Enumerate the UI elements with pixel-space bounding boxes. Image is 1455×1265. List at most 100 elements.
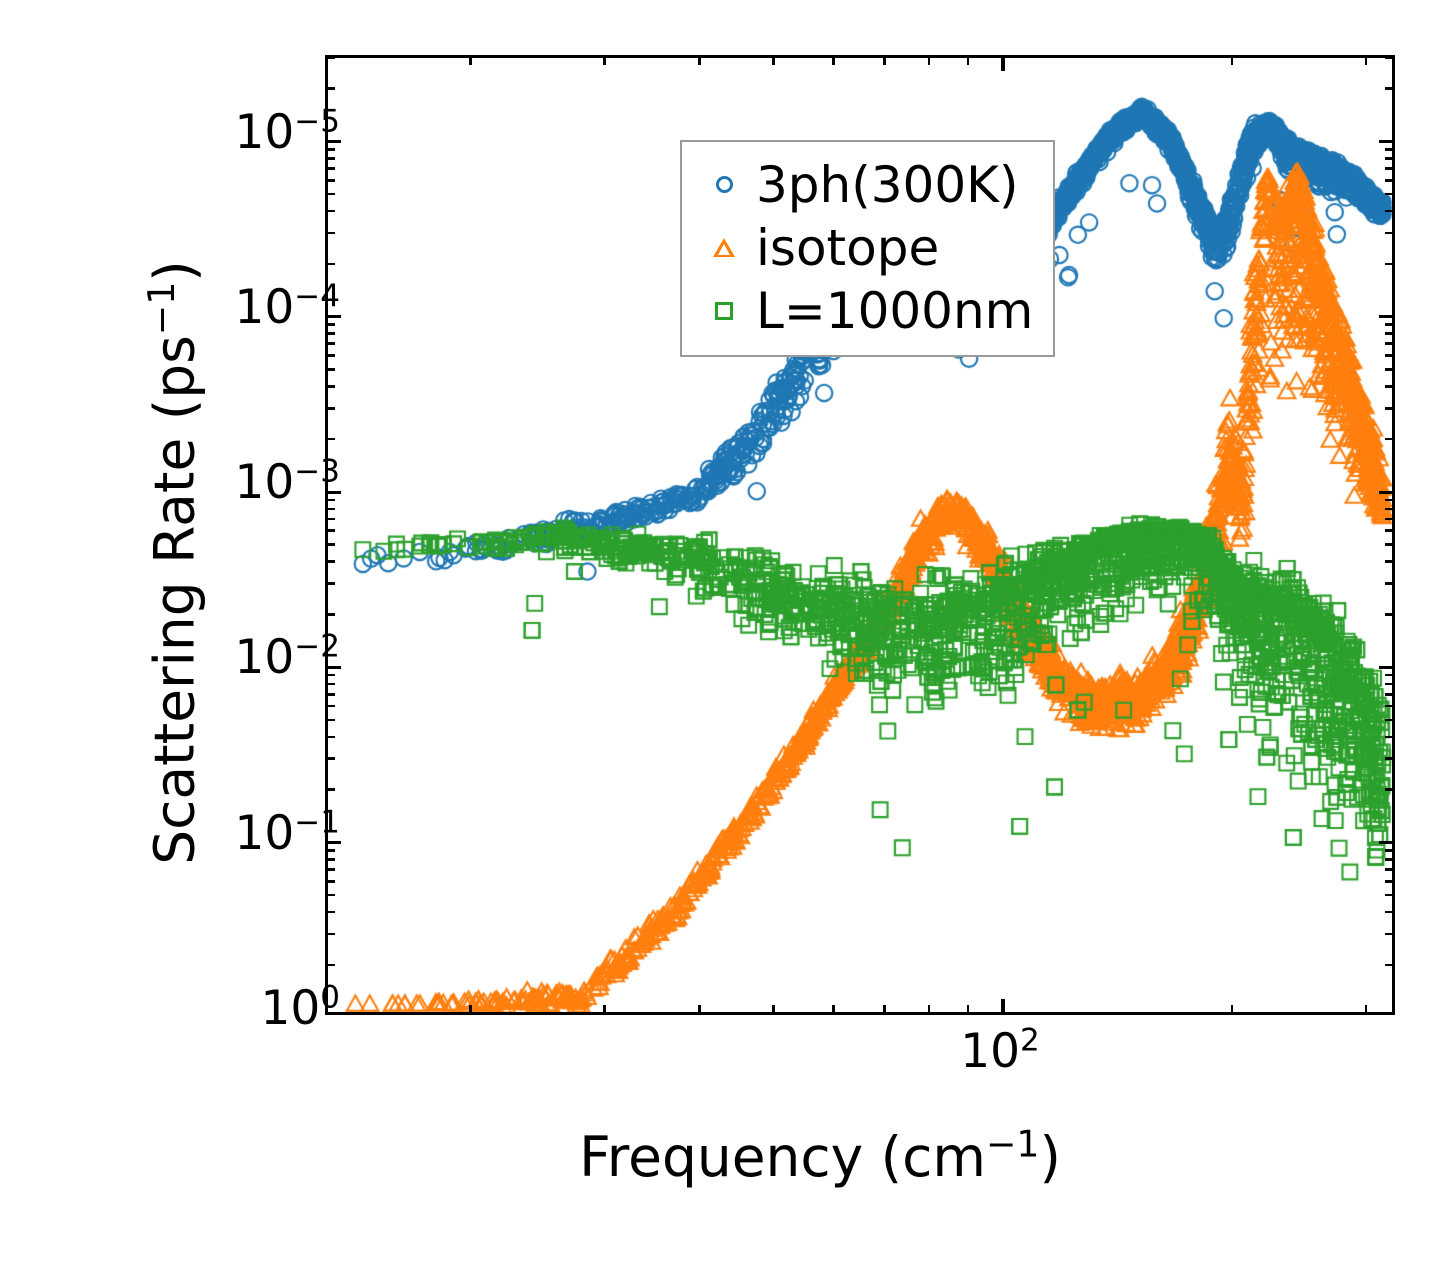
y-tick-minor — [328, 406, 335, 410]
y-tick-minor-right — [1385, 342, 1392, 346]
x-tick-major-top — [1001, 58, 1005, 71]
legend-label-3ph: 3ph(300K) — [756, 155, 1019, 214]
y-tick-major-right — [1379, 665, 1392, 670]
y-tick-minor — [328, 342, 335, 346]
y-tick-minor — [328, 498, 335, 502]
y-axis-title: Scattering Rate (ps−1) — [140, 83, 206, 1043]
y-tick-major — [328, 841, 341, 845]
y-tick-minor-right — [1385, 582, 1392, 585]
x-tick-minor — [832, 1005, 835, 1012]
y-tick-minor — [328, 704, 335, 708]
x-tick-minor-top — [883, 58, 886, 65]
x-tick-minor-top — [966, 58, 970, 65]
y-tick-minor-right — [1385, 757, 1392, 761]
x-tick-major — [1001, 999, 1005, 1012]
y-tick-label: 100 — [260, 979, 340, 1036]
y-tick-minor-right — [1385, 58, 1392, 59]
y-tick-major — [328, 490, 341, 494]
y-tick-minor-right — [1385, 178, 1392, 182]
y-tick-label: 10−4 — [234, 278, 340, 335]
y-tick-label: 10−2 — [234, 628, 340, 686]
y-tick-minor — [328, 560, 335, 563]
y-tick-minor — [328, 262, 335, 266]
y-tick-minor — [328, 788, 335, 791]
y-tick-minor-right — [1385, 354, 1392, 357]
y-tick-label: 10−5 — [234, 102, 340, 160]
x-tick-minor-top — [832, 58, 835, 65]
y-tick-minor-right — [1385, 893, 1392, 897]
y-tick-minor-right — [1385, 368, 1392, 371]
y-tick-minor-right — [1385, 718, 1392, 722]
x-tick-minor — [883, 1005, 886, 1012]
y-tick-major-right — [1379, 140, 1392, 144]
y-tick-minor-right — [1385, 693, 1392, 696]
y-tick-major — [328, 315, 341, 319]
y-tick-minor — [328, 385, 335, 388]
y-tick-minor-right — [1385, 262, 1392, 266]
legend-entry-3ph: 3ph(300K) — [696, 153, 1033, 216]
y-tick-minor-right — [1385, 613, 1392, 616]
y-tick-minor — [328, 718, 335, 722]
x-axis-title-tail: ) — [1039, 1125, 1061, 1189]
y-tick-minor-right — [1385, 868, 1392, 871]
y-axis-title-text: Scattering Rate (ps — [142, 335, 207, 865]
x-tick-minor-top — [468, 58, 472, 65]
x-tick-minor — [772, 1005, 775, 1012]
y-tick-minor-right — [1385, 231, 1392, 235]
x-tick-minor — [468, 1005, 472, 1012]
y-tick-minor — [328, 893, 335, 897]
y-tick-minor — [328, 368, 335, 371]
y-tick-minor — [328, 507, 335, 511]
y-tick-minor — [328, 910, 335, 914]
y-tick-minor — [328, 963, 335, 967]
y-tick-minor — [328, 87, 335, 90]
y-tick-minor — [328, 858, 335, 861]
y-tick-minor-right — [1385, 157, 1392, 160]
y-tick-label: 10−1 — [234, 804, 340, 861]
y-tick-minor-right — [1385, 332, 1392, 335]
y-tick-major-right — [1379, 315, 1392, 319]
x-tick-minor — [1364, 1005, 1368, 1012]
y-tick-minor — [328, 673, 335, 677]
plot-area: 3ph(300K) isotope L=1000nm — [325, 55, 1395, 1015]
legend-label-boundary: L=1000nm — [756, 281, 1034, 340]
x-axis-title-text: Frequency (cm — [579, 1125, 986, 1189]
y-tick-minor-right — [1385, 406, 1392, 410]
y-tick-minor — [328, 613, 335, 616]
y-tick-minor-right — [1385, 910, 1392, 914]
y-tick-major — [328, 140, 341, 144]
y-tick-minor-right — [1385, 880, 1392, 883]
y-tick-minor — [328, 148, 335, 151]
x-tick-minor-top — [927, 58, 931, 65]
y-tick-minor-right — [1385, 543, 1392, 546]
y-tick-major — [328, 665, 341, 670]
y-tick-major-right — [1379, 841, 1392, 845]
y-tick-minor — [328, 757, 335, 761]
y-tick-minor-right — [1385, 517, 1392, 521]
y-tick-minor-right — [1385, 849, 1392, 852]
x-tick-minor-top — [1230, 58, 1234, 65]
y-tick-minor-right — [1385, 932, 1392, 936]
legend-entry-boundary: L=1000nm — [696, 279, 1033, 342]
x-tick-minor — [927, 1005, 931, 1012]
y-tick-minor-right — [1385, 167, 1392, 170]
y-tick-minor-right — [1385, 682, 1392, 686]
y-tick-minor — [328, 167, 335, 170]
y-tick-minor — [328, 332, 335, 335]
y-axis-title-exponent: −1 — [140, 281, 184, 336]
y-tick-minor — [328, 868, 335, 871]
y-tick-minor-right — [1385, 963, 1392, 967]
x-tick-minor-top — [772, 58, 775, 65]
y-tick-minor — [328, 582, 335, 585]
x-tick-minor-top — [698, 58, 701, 65]
triangle-marker-icon — [696, 238, 752, 257]
y-tick-minor-right — [1385, 704, 1392, 708]
y-tick-minor — [328, 437, 335, 441]
y-tick-minor — [328, 735, 335, 739]
legend-label-isotope: isotope — [756, 218, 940, 277]
y-tick-minor-right — [1385, 385, 1392, 388]
x-tick-minor — [1230, 1005, 1234, 1012]
x-tick-minor — [698, 1005, 701, 1012]
x-axis-title-exponent: −1 — [985, 1122, 1040, 1166]
